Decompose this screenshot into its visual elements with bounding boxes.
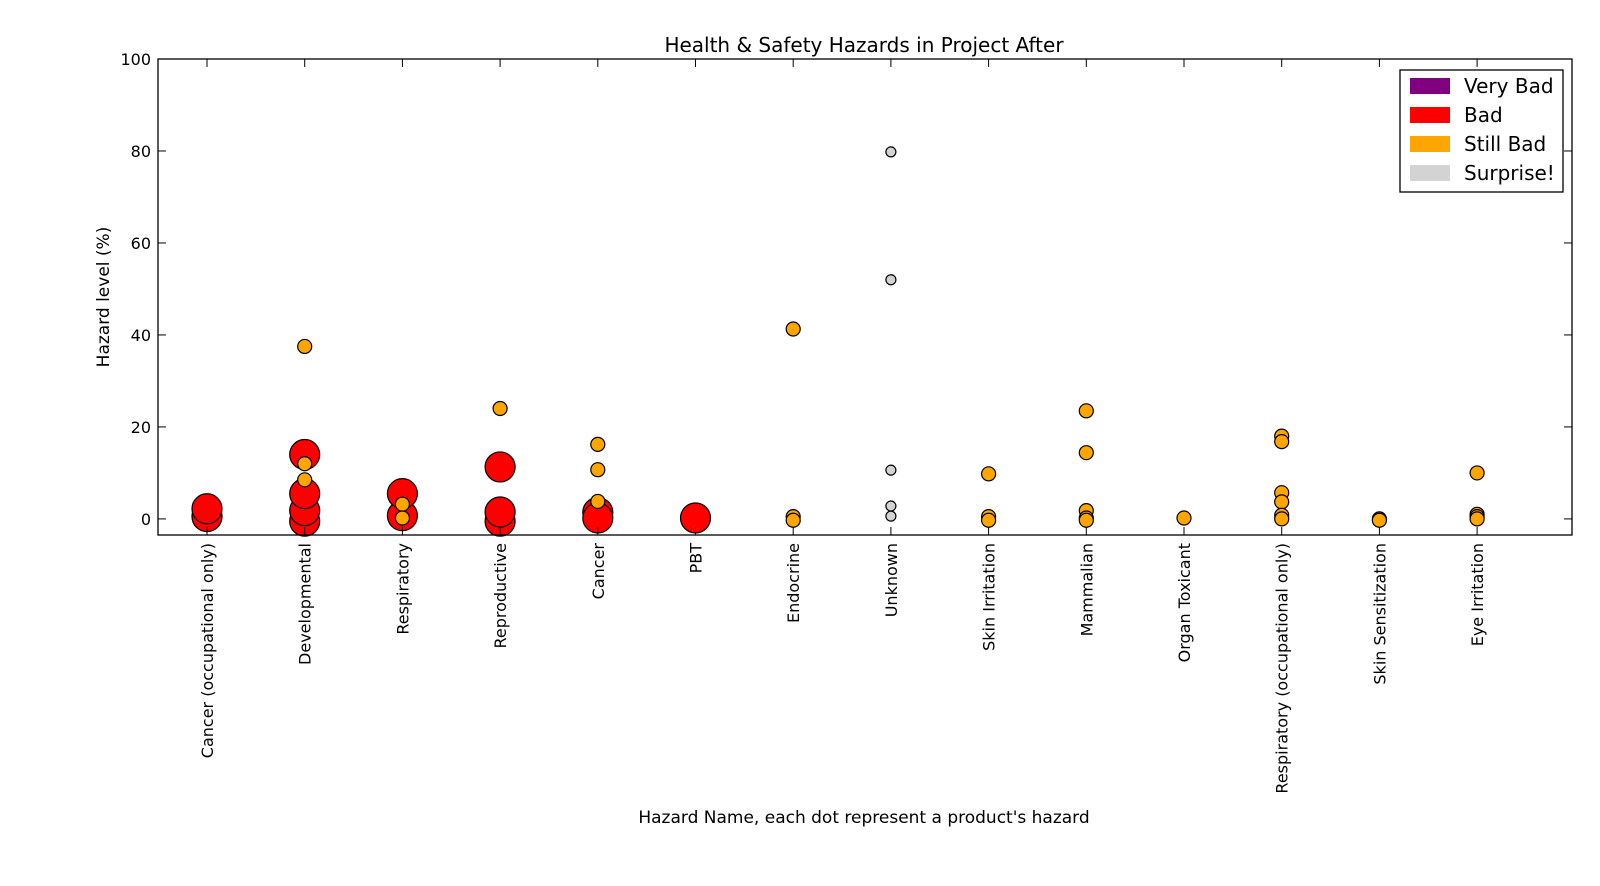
chart-title: Health & Safety Hazards in Project After bbox=[664, 33, 1064, 57]
x-tick-label: Cancer bbox=[589, 543, 608, 600]
data-point bbox=[1176, 510, 1192, 526]
data-point bbox=[590, 493, 606, 510]
x-tick-label: Eye Irritation bbox=[1468, 543, 1487, 646]
legend-swatch bbox=[1410, 136, 1450, 152]
legend-swatch bbox=[1410, 165, 1450, 181]
data-point bbox=[785, 321, 801, 337]
data-point bbox=[980, 466, 997, 482]
data-point bbox=[590, 436, 606, 452]
data-point bbox=[1274, 494, 1290, 510]
y-tick-label: 40 bbox=[131, 326, 151, 345]
y-tick-label: 0 bbox=[141, 510, 151, 529]
x-tick-label: Reproductive bbox=[491, 543, 510, 649]
data-point bbox=[590, 462, 606, 478]
data-point bbox=[297, 338, 313, 355]
x-tick-label: Mammalian bbox=[1077, 543, 1096, 636]
y-tick-label: 20 bbox=[131, 418, 151, 437]
y-tick-label: 60 bbox=[131, 234, 151, 253]
x-tick-label: Respiratory (occupational only) bbox=[1273, 543, 1292, 794]
data-point bbox=[1078, 445, 1094, 461]
data-point bbox=[297, 456, 313, 472]
data-point bbox=[492, 400, 508, 417]
x-tick-label: Respiratory bbox=[393, 543, 412, 635]
x-axis-title: Hazard Name, each dot represent a produc… bbox=[638, 808, 1089, 828]
y-tick-label: 100 bbox=[120, 50, 151, 69]
data-point bbox=[394, 496, 410, 512]
x-tick-label: Skin Sensitization bbox=[1370, 543, 1389, 685]
plot-frame bbox=[157, 58, 1573, 536]
data-point bbox=[1469, 465, 1485, 481]
data-point bbox=[885, 500, 897, 512]
y-axis-title: Hazard level (%) bbox=[94, 227, 114, 368]
x-tick-label: Organ Toxicant bbox=[1175, 543, 1194, 662]
data-point bbox=[484, 451, 516, 483]
legend-label: Still Bad bbox=[1464, 132, 1546, 156]
data-point bbox=[1078, 512, 1094, 528]
data-point bbox=[885, 464, 897, 476]
x-tick-label: Developmental bbox=[296, 543, 315, 665]
legend-label: Surprise! bbox=[1464, 161, 1555, 185]
data-point bbox=[1371, 512, 1388, 528]
legend-swatch bbox=[1410, 78, 1450, 94]
x-axis: Cancer (occupational only) Developmental R… bbox=[198, 59, 1487, 794]
data-point bbox=[484, 496, 516, 528]
points-layer bbox=[191, 146, 1485, 537]
data-point bbox=[885, 510, 897, 522]
data-point bbox=[1274, 434, 1290, 450]
x-tick-label: Skin Irritation bbox=[980, 543, 999, 651]
y-tick-label: 80 bbox=[131, 142, 151, 161]
data-point bbox=[1078, 403, 1094, 419]
x-tick-label: Endocrine bbox=[784, 543, 803, 623]
legend-label: Very Bad bbox=[1464, 74, 1554, 98]
data-point bbox=[1469, 511, 1485, 527]
data-point bbox=[980, 512, 997, 528]
x-tick-label: Cancer (occupational only) bbox=[198, 543, 217, 758]
x-tick-label: PBT bbox=[687, 543, 706, 574]
data-point bbox=[785, 512, 801, 528]
data-point bbox=[885, 274, 897, 286]
x-tick-label: Unknown bbox=[882, 543, 901, 617]
data-point bbox=[297, 472, 313, 488]
data-point bbox=[1274, 511, 1290, 527]
data-point bbox=[191, 493, 223, 525]
legend: Very Bad Bad Still Bad Surprise! bbox=[1399, 69, 1564, 193]
y-axis: 0 20 40 60 80 100 bbox=[120, 50, 1572, 529]
data-point bbox=[394, 510, 410, 526]
data-point bbox=[885, 146, 897, 158]
legend-swatch bbox=[1410, 107, 1450, 123]
legend-label: Bad bbox=[1464, 103, 1503, 127]
